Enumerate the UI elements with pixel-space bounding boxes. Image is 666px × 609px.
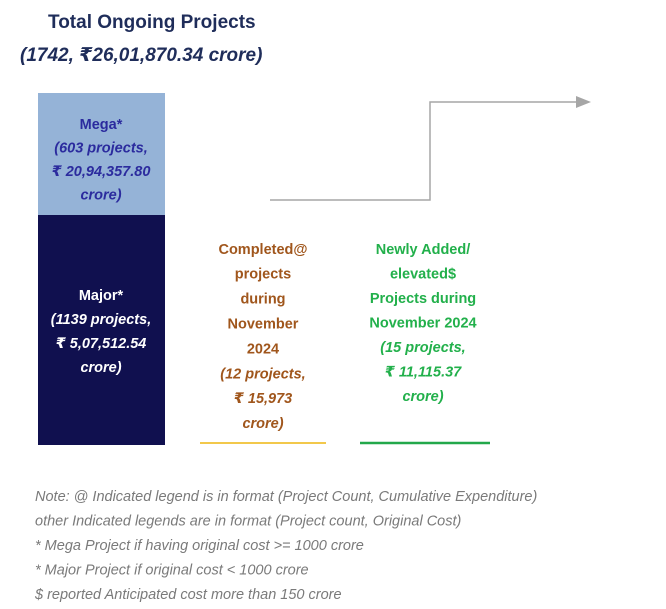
new-text: (15 projects, <box>380 340 465 356</box>
major-text: (1139 projects, <box>51 312 151 328</box>
mega-text: Mega* <box>80 117 123 133</box>
completed-text: during <box>240 292 285 308</box>
new-text: elevated$ <box>390 266 456 282</box>
new-text: November 2024 <box>369 315 476 331</box>
completed-text: ₹ 15,973 <box>234 391 292 407</box>
new-text: Projects during <box>370 291 476 307</box>
mega-text: crore) <box>80 187 121 203</box>
note-line: other Indicated legends are in format (P… <box>35 513 461 529</box>
major-text: Major* <box>79 288 124 304</box>
note-line: * Mega Project if having original cost >… <box>35 538 364 554</box>
completed-text: Completed@ <box>218 242 307 258</box>
subtitle: (1742, ₹26,01,870.34 crore) <box>20 45 262 66</box>
completed-text: projects <box>235 267 291 283</box>
note-line: $ reported Anticipated cost more than 15… <box>34 587 342 603</box>
mega-text: (603 projects, <box>54 140 148 156</box>
note-line: Note: @ Indicated legend is in format (P… <box>35 489 537 505</box>
major-box <box>38 215 165 445</box>
new-text: crore) <box>402 389 443 405</box>
new-text: Newly Added/ <box>376 242 471 258</box>
completed-text: crore) <box>242 416 283 432</box>
arrow-head <box>576 96 591 108</box>
flow-arrow <box>270 101 578 201</box>
completed-text: 2024 <box>247 341 279 357</box>
note-line: * Major Project if original cost < 1000 … <box>35 562 309 578</box>
completed-text: November <box>228 317 299 333</box>
major-text: crore) <box>80 360 121 376</box>
mega-box <box>38 93 165 215</box>
completed-text: (12 projects, <box>220 366 305 382</box>
new-text: ₹ 11,115.37 <box>385 364 462 380</box>
title: Total Ongoing Projects <box>48 12 256 33</box>
major-text: ₹ 5,07,512.54 <box>56 336 147 352</box>
mega-text: ₹ 20,94,357.80 <box>52 164 151 180</box>
